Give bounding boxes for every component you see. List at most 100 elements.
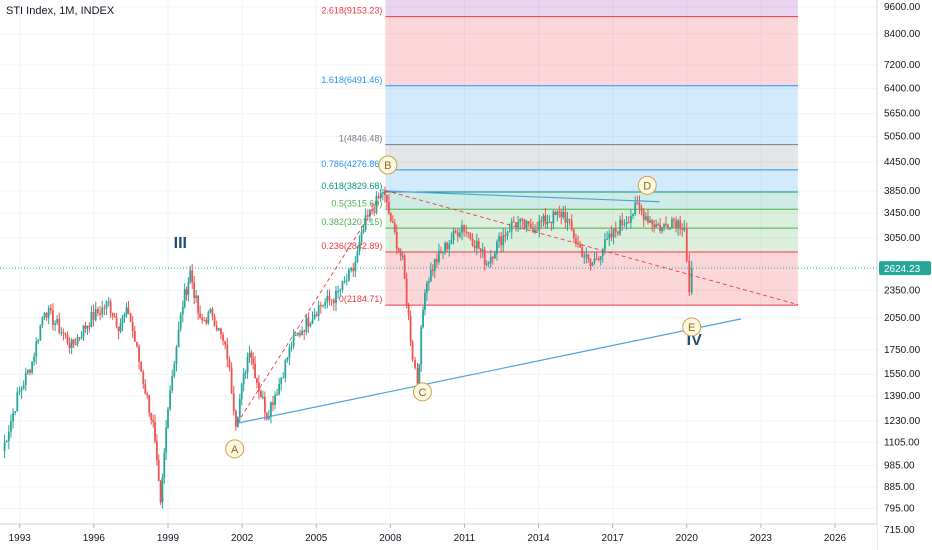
- candle-body: [581, 247, 584, 258]
- candle-body: [242, 373, 245, 385]
- trendline-upper[interactable]: [385, 190, 660, 203]
- candle-body: [564, 211, 567, 223]
- candle-body: [595, 258, 598, 260]
- candle-body: [562, 211, 565, 218]
- time-axis[interactable]: [0, 524, 877, 550]
- candle-body: [345, 280, 348, 282]
- candle-body: [90, 311, 93, 327]
- candle-body: [305, 317, 308, 332]
- candle-body: [332, 300, 335, 304]
- candle-body: [517, 222, 519, 227]
- candle-body: [515, 222, 517, 227]
- candle-body: [250, 352, 253, 359]
- candle-body: [5, 441, 8, 443]
- candle-body: [627, 222, 630, 224]
- candle-body: [60, 332, 63, 334]
- y-tick-label: 5050.00: [884, 131, 921, 142]
- candle-body: [267, 416, 270, 420]
- candle-body: [261, 396, 264, 398]
- candle-body: [663, 224, 665, 228]
- candle-body: [274, 395, 276, 405]
- candle-body: [319, 305, 322, 307]
- trendline-dashed-be[interactable]: [385, 190, 799, 306]
- candle-body: [10, 421, 12, 432]
- candle-body: [7, 431, 10, 442]
- candle-body: [677, 220, 680, 229]
- candle-body: [195, 295, 198, 298]
- candle-body: [224, 341, 227, 345]
- candle-body: [33, 356, 36, 362]
- candle-body: [282, 377, 285, 379]
- candle-body: [161, 477, 164, 503]
- candle-body: [659, 224, 661, 232]
- trendline-dashed-ab[interactable]: [236, 190, 386, 424]
- candle-body: [131, 321, 134, 332]
- candle-body: [606, 238, 609, 240]
- candle-body: [232, 392, 235, 412]
- y-tick-label: 1550.00: [884, 369, 921, 380]
- x-tick-label: 2014: [527, 533, 550, 544]
- candle-body: [500, 236, 503, 246]
- candle-body: [487, 262, 490, 264]
- candle-body: [444, 242, 446, 253]
- candle-body: [494, 253, 496, 259]
- candle-body: [527, 221, 530, 225]
- candle-body: [133, 331, 136, 342]
- candle-body: [572, 229, 575, 238]
- candle-body: [352, 267, 355, 272]
- candle-body: [179, 314, 182, 330]
- wave-label-circle: [682, 317, 702, 337]
- candle-body: [448, 244, 451, 250]
- candle-body: [634, 202, 637, 214]
- candle-body: [661, 227, 663, 232]
- fib-zone: [385, 169, 798, 193]
- candle-body: [101, 307, 104, 315]
- candle-body: [504, 235, 507, 237]
- candle-body: [538, 220, 541, 230]
- candle-body: [431, 269, 434, 271]
- candle-body: [558, 211, 561, 213]
- candle-body: [395, 231, 398, 249]
- candle-body: [475, 241, 478, 249]
- candle-body: [88, 325, 91, 327]
- fib-zone: [385, 85, 798, 145]
- candle-body: [107, 301, 110, 303]
- wave-label-b: B: [384, 160, 391, 172]
- candle-body: [647, 216, 649, 223]
- candle-body: [121, 316, 124, 324]
- candle-body: [655, 224, 658, 227]
- candle-body: [49, 307, 52, 311]
- candle-body: [80, 337, 83, 339]
- candle-body: [220, 328, 222, 335]
- candle-body: [187, 281, 190, 295]
- candle-body: [512, 221, 515, 223]
- candle-body: [544, 215, 547, 225]
- candle-body: [12, 412, 14, 422]
- candle-body: [519, 219, 522, 223]
- candle-body: [458, 232, 461, 237]
- candle-body: [265, 412, 268, 420]
- candle-body: [197, 295, 200, 314]
- candle-body: [240, 384, 243, 399]
- candle-body: [337, 290, 340, 292]
- fib-zone: [385, 252, 798, 306]
- candle-body: [92, 311, 95, 320]
- candle-body: [189, 270, 192, 282]
- candle-body: [47, 307, 50, 318]
- candle-body: [540, 220, 543, 222]
- candle-body: [679, 220, 682, 229]
- candle-body: [534, 229, 536, 233]
- candle-body: [416, 367, 419, 384]
- candle-body: [127, 307, 130, 314]
- candle-body: [498, 236, 500, 242]
- candle-body: [510, 221, 513, 232]
- candle-body: [86, 325, 89, 329]
- trendline-lower[interactable]: [237, 318, 742, 424]
- fib-level-label: 0(2184.71): [339, 294, 383, 304]
- candle-body: [138, 346, 140, 362]
- fib-level-label: 1.618(6491.46): [321, 75, 382, 85]
- plot-area[interactable]: 0(2184.71) 0.236(2842.89) 0.382(3201.15) 0.…: [0, 0, 877, 531]
- fib-zone: [385, 192, 798, 210]
- candle-body: [76, 337, 79, 345]
